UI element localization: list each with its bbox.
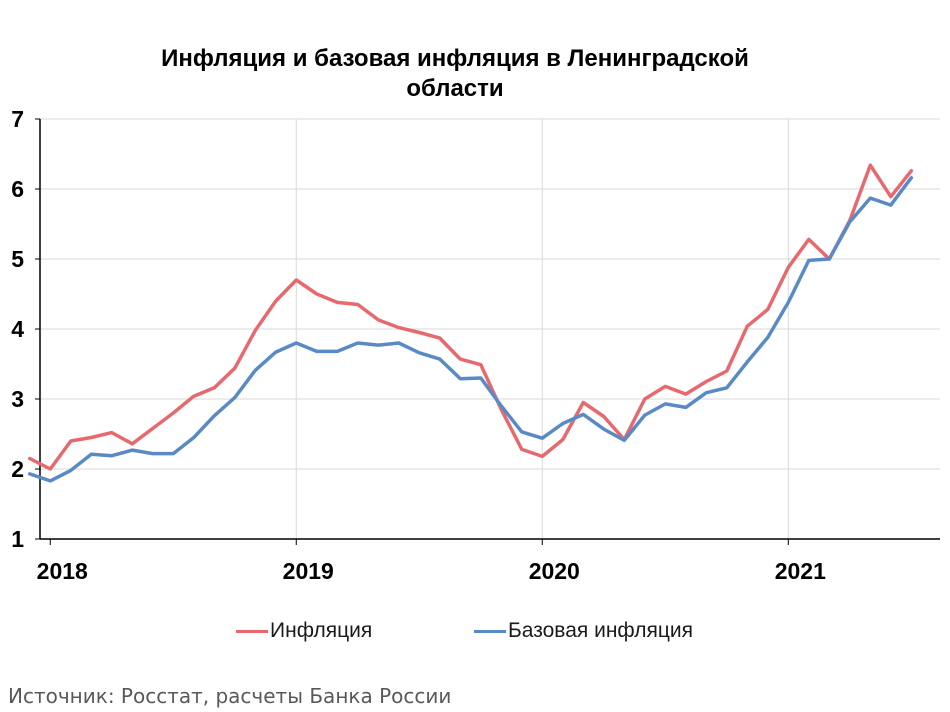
legend-label-inflation: Инфляция — [270, 619, 373, 642]
source-note: Источник: Росстат, расчеты Банка России — [8, 684, 452, 708]
axes-layer — [35, 118, 940, 545]
x-tick-label: 2021 — [775, 558, 826, 584]
legend-item-inflation: Инфляция — [236, 614, 372, 648]
legend-swatch-core-inflation — [474, 629, 506, 633]
series-line-core-inflation — [27, 176, 914, 483]
legend-label-core-inflation: Базовая инфляция — [508, 619, 694, 642]
x-tick-label: 2018 — [37, 558, 88, 584]
legend-swatch-inflation — [236, 629, 268, 633]
chart-title-line-1: Инфляция и базовая инфляция в Ленинградс… — [161, 45, 749, 72]
y-tick-label: 4 — [11, 316, 24, 342]
y-tick-label: 5 — [11, 246, 24, 272]
x-tick-label: 2020 — [529, 558, 580, 584]
legend-item-core-inflation: Базовая инфляция — [474, 614, 693, 648]
chart-title-line-2: области — [406, 75, 504, 102]
x-tick-label: 2019 — [283, 558, 334, 584]
y-tick-label: 1 — [11, 526, 24, 552]
tick-labels-layer: 1 2 3 4 5 6 7 2018 2019 2020 2021 — [11, 106, 826, 584]
series-layer — [27, 163, 914, 483]
y-tick-label: 3 — [11, 386, 24, 412]
legend: Инфляция Базовая инфляция — [0, 614, 950, 648]
y-tick-label: 7 — [11, 106, 24, 132]
y-tick-label: 2 — [11, 456, 24, 482]
y-tick-label: 6 — [11, 176, 24, 202]
grid-layer — [40, 118, 940, 539]
series-line-inflation — [27, 163, 914, 471]
chart-title: Инфляция и базовая инфляция в Ленинградс… — [60, 44, 850, 104]
